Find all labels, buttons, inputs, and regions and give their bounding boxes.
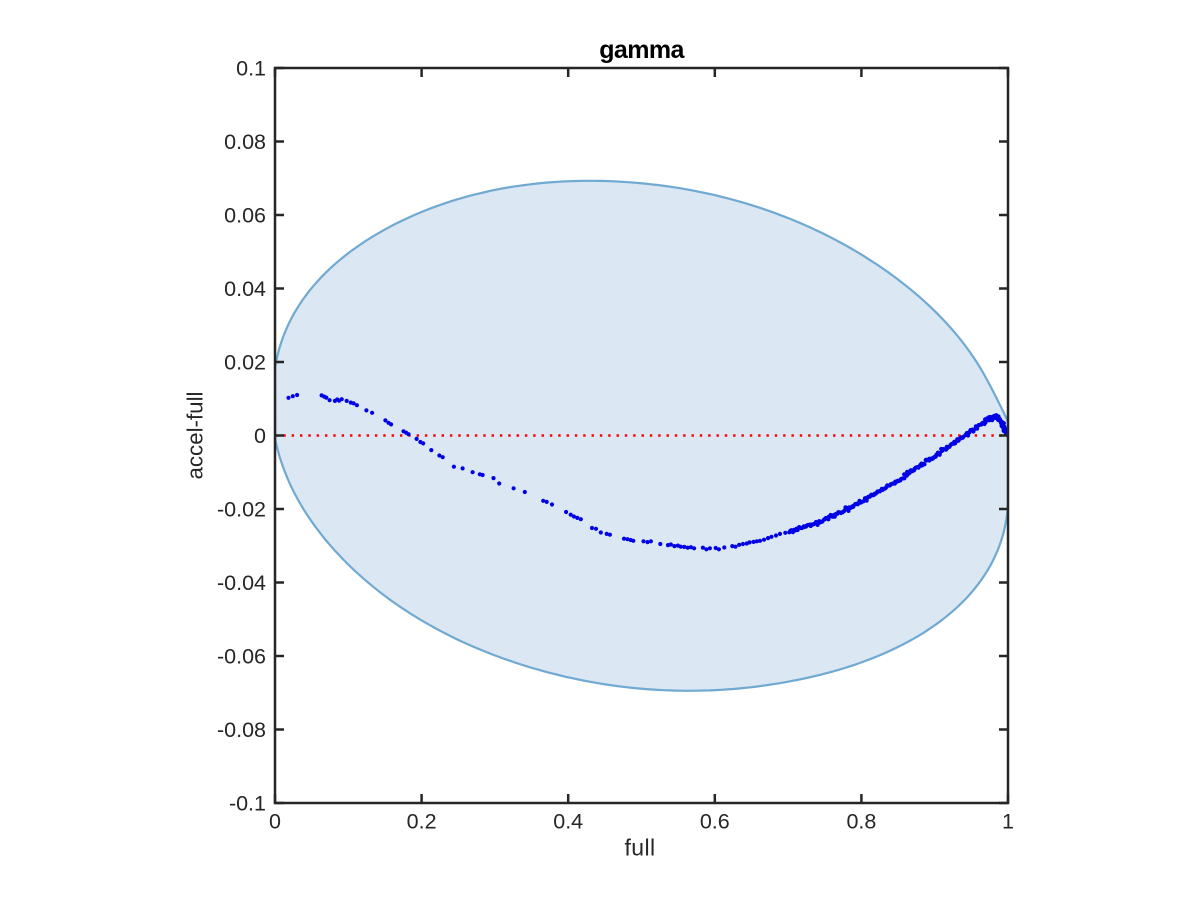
svg-text:-0.02: -0.02 <box>217 498 266 522</box>
svg-text:0.8: 0.8 <box>846 810 876 834</box>
svg-text:0.1: 0.1 <box>236 57 266 81</box>
svg-text:gamma: gamma <box>599 36 685 64</box>
svg-text:-0.06: -0.06 <box>217 645 266 669</box>
svg-text:-0.1: -0.1 <box>229 792 266 816</box>
svg-text:accel-full: accel-full <box>183 392 208 480</box>
svg-text:full: full <box>624 835 655 861</box>
svg-text:-0.04: -0.04 <box>217 571 266 595</box>
svg-text:-0.08: -0.08 <box>217 718 266 742</box>
svg-text:0.6: 0.6 <box>700 810 730 834</box>
svg-text:0.2: 0.2 <box>407 810 437 834</box>
svg-text:0.04: 0.04 <box>224 277 266 301</box>
svg-text:1: 1 <box>1002 810 1014 834</box>
svg-text:0.06: 0.06 <box>224 204 266 228</box>
svg-text:0.02: 0.02 <box>224 351 266 375</box>
svg-text:0: 0 <box>254 424 266 448</box>
svg-text:0.08: 0.08 <box>224 130 266 154</box>
svg-text:0.4: 0.4 <box>553 810 583 834</box>
svg-text:0: 0 <box>269 810 281 834</box>
